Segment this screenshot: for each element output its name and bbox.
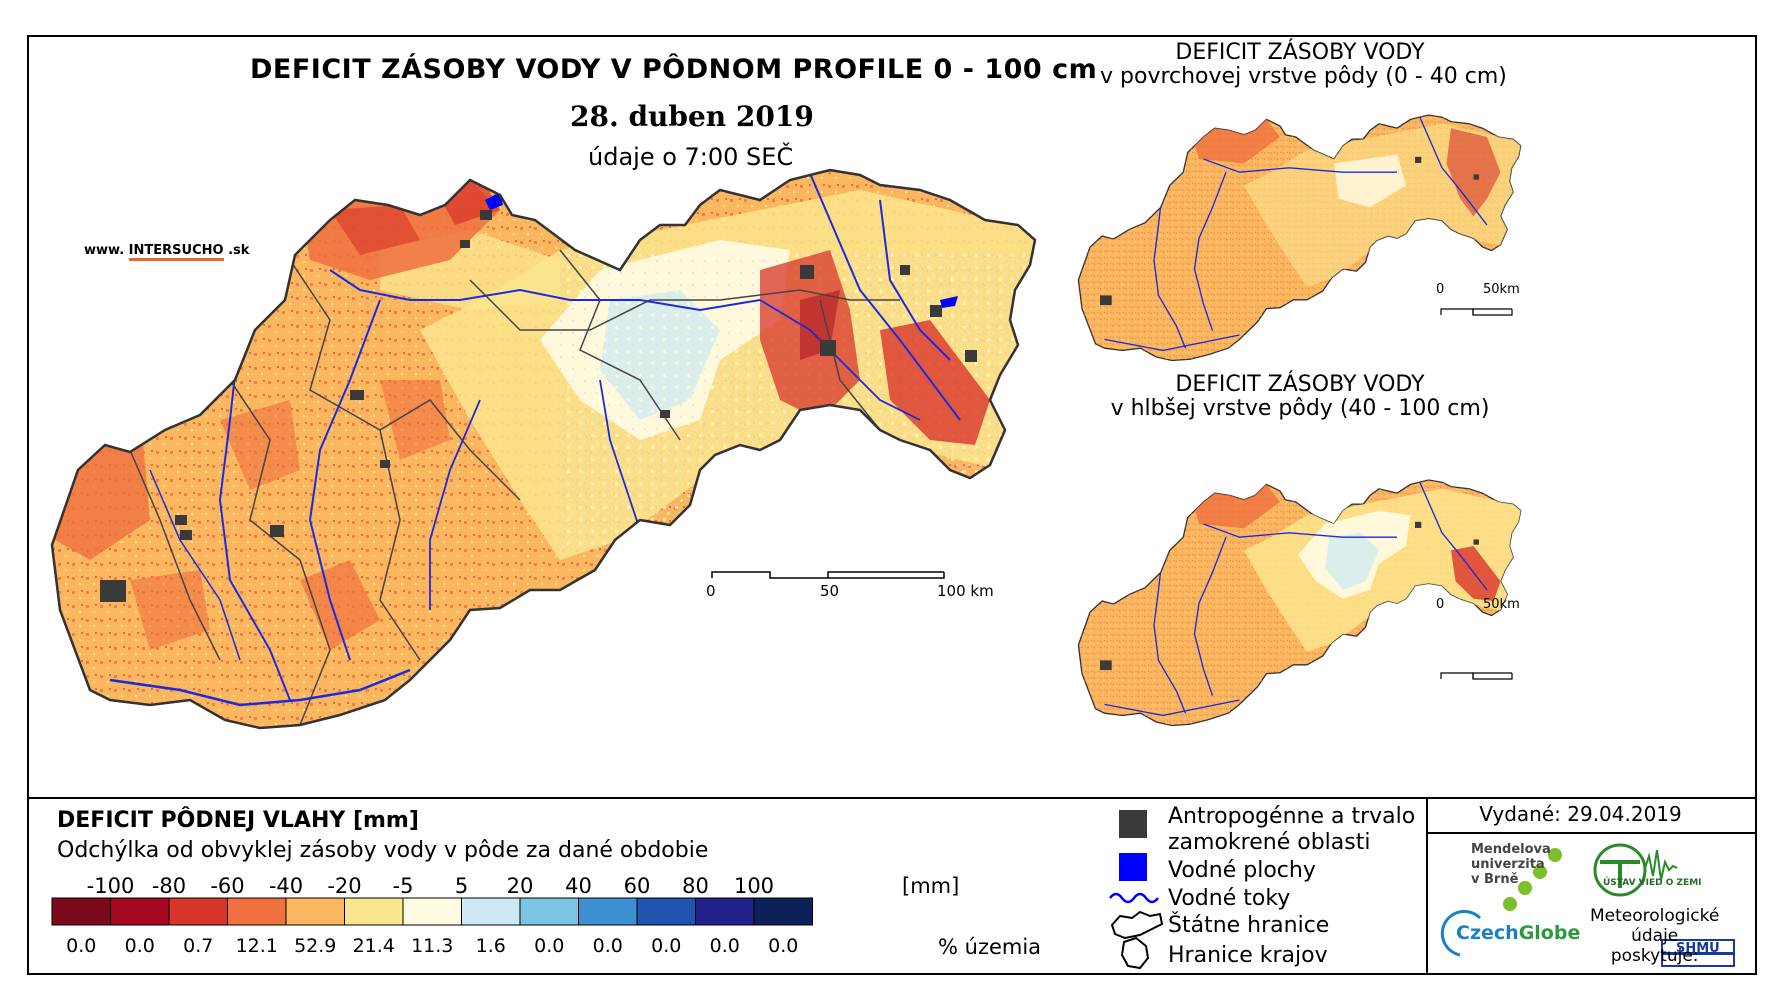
inset-bottom-scale-50: 50km: [1483, 597, 1520, 612]
legend-percentage-value: 1.6: [475, 935, 506, 957]
legend-tick-label: -100: [86, 874, 135, 898]
legend-tick-label: 80: [682, 874, 709, 898]
state-border-label: Štátne hranice: [1168, 913, 1330, 938]
main-scale-bar: [711, 571, 945, 579]
inset-bottom-scale-0: 0: [1436, 597, 1445, 612]
anthropogenic-label-2: zamokrené oblasti: [1168, 830, 1371, 855]
website-tag[interactable]: www. INTERSUCHO .sk: [84, 243, 250, 261]
czechglobe-logo-arc: [1440, 909, 1482, 957]
website-suffix: .sk: [228, 243, 250, 258]
main-map-date: 28. duben 2019: [570, 100, 814, 133]
legend-color-swatch: [578, 897, 638, 926]
legend-color-swatch: [227, 897, 287, 926]
legend-percent-label: % územia: [938, 935, 1042, 959]
website-prefix: www.: [84, 243, 125, 258]
legend-divider: [1426, 797, 1428, 975]
water-streams-label: Vodné toky: [1168, 886, 1291, 911]
legend-percentage-value: 0.0: [768, 935, 799, 957]
legend-color-swatch: [753, 897, 813, 926]
anthropogenic-symbol: [1119, 810, 1147, 838]
mendel-logo: Mendelova univerzita v Brně: [1471, 842, 1551, 887]
inset-top-scale-50: 50km: [1483, 282, 1520, 297]
inset-top-scale-0: 0: [1436, 282, 1445, 297]
legend-percentage-value: 11.3: [411, 935, 454, 957]
inset-top-title-1: DEFICIT ZÁSOBY VODY: [1175, 40, 1425, 65]
mendel-logo-dots: [1503, 848, 1562, 911]
legend-tick-label: 100: [733, 874, 775, 898]
website-brand: INTERSUCHO: [128, 243, 224, 261]
legend-color-swatch: [168, 897, 228, 926]
legend-percentage-value: 12.1: [235, 935, 278, 957]
main-map-time: údaje o 7:00 SEČ: [588, 143, 794, 171]
inset-top-scale-bar: [1440, 308, 1513, 316]
legend-color-swatch: [285, 897, 345, 926]
anthropogenic-label-1: Antropogénne a trvalo: [1168, 804, 1416, 829]
issued-divider: [1428, 832, 1757, 834]
legend-tick-label: -40: [268, 874, 304, 898]
main-scale-label-100: 100 km: [937, 582, 994, 600]
main-scale-label-0: 0: [706, 582, 716, 600]
legend-tick-label: -80: [151, 874, 187, 898]
inset-bottom-scale-bar: [1440, 672, 1513, 680]
legend-percentage-value: 21.4: [352, 935, 395, 957]
inset-map-deep: [1077, 479, 1522, 727]
legend-percentage-value: 0.0: [66, 935, 97, 957]
legend-tick-label: -20: [327, 874, 362, 898]
legend-percentage-value: 0.0: [124, 935, 155, 957]
water-bodies-label: Vodné plochy: [1168, 858, 1316, 883]
legend-percentage-value: 0.0: [534, 935, 565, 957]
legend-color-swatch: [402, 897, 462, 926]
legend-percentage-value: 0.0: [709, 935, 740, 957]
inset-bottom-title-2: v hlbšej vrstve pôdy (40 - 100 cm): [1110, 396, 1490, 421]
main-map-title: DEFICIT ZÁSOBY VODY V PÔDNOM PROFILE 0 -…: [250, 54, 1098, 85]
czechglobe-logo: CzechGlobe: [1456, 922, 1581, 944]
ustav-logo-text: ÚSTAV VIED O ZEMI: [1603, 878, 1702, 888]
legend-tick-label: 20: [506, 874, 534, 898]
legend-tick-label: 5: [454, 874, 469, 898]
region-border-symbol: [1120, 936, 1150, 970]
meteo-provider-text: Meteorologické údaje poskytuje:: [1590, 906, 1720, 966]
state-border-symbol: [1110, 910, 1164, 940]
inset-bottom-title-1: DEFICIT ZÁSOBY VODY: [1175, 372, 1425, 397]
main-scale-label-50: 50: [820, 582, 840, 600]
shmu-logo-text: SHMÚ: [1676, 941, 1720, 956]
issued-date: Vydané: 29.04.2019: [1479, 802, 1682, 826]
legend-colorbar: [51, 897, 813, 926]
legend-tick-label: 40: [565, 874, 592, 898]
inset-top-title-2: v povrchovej vrstve pôdy (0 - 40 cm): [1100, 64, 1507, 89]
legend-tick-label: 60: [623, 874, 651, 898]
shmu-logo: [1661, 939, 1735, 967]
ustav-logo: [1593, 843, 1678, 897]
legend-color-swatch: [695, 897, 755, 926]
legend-subtitle: Odchýlka od obvyklej zásoby vody v pôde …: [57, 838, 709, 863]
water-body-symbol: [1119, 853, 1147, 881]
legend-title: DEFICIT PÔDNEJ VLAHY [mm]: [57, 808, 419, 833]
legend-percentage-value: 0.0: [592, 935, 623, 957]
legend-percentage-value: 52.9: [294, 935, 337, 957]
inset-map-surface: [1077, 114, 1522, 362]
legend-unit: [mm]: [902, 874, 960, 898]
legend-percentage-value: 0.0: [651, 935, 682, 957]
region-border-label: Hranice krajov: [1168, 943, 1328, 968]
legend-percentage-value: 0.7: [183, 935, 214, 957]
legend-tick-label: -60: [210, 874, 245, 898]
legend-color-swatch: [636, 897, 696, 926]
legend-panel: [27, 797, 1757, 975]
water-stream-symbol: [1109, 892, 1159, 904]
legend-color-swatch: [51, 897, 111, 926]
legend-tick-label: -5: [392, 874, 414, 898]
main-map: [50, 168, 1037, 730]
